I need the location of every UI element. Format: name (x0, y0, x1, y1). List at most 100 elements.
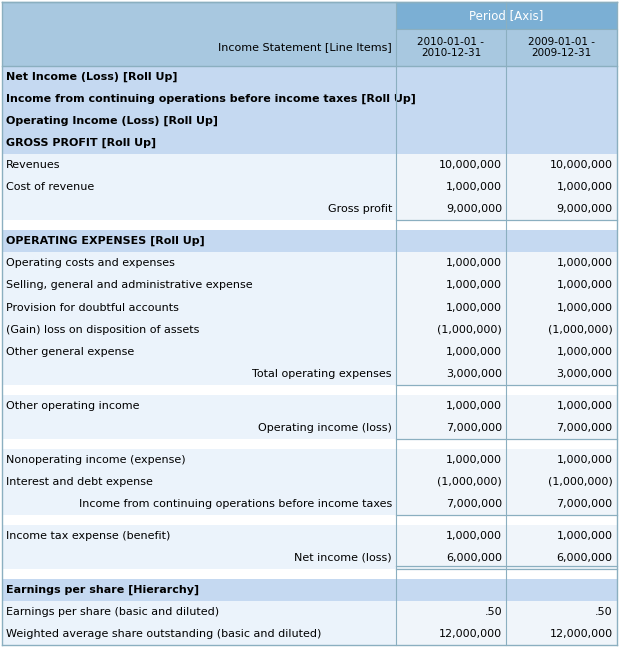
Bar (2, 132, 396, 154)
Bar (506, 439, 617, 448)
Text: 1,000,000: 1,000,000 (556, 258, 613, 269)
Text: 6,000,000: 6,000,000 (446, 553, 502, 563)
Bar (396, 296, 506, 318)
Text: 12,000,000: 12,000,000 (550, 629, 613, 639)
Text: 1,000,000: 1,000,000 (446, 455, 502, 465)
Text: (1,000,000): (1,000,000) (548, 325, 613, 334)
Bar (2, 199, 396, 221)
Text: Operating income (loss): Operating income (loss) (258, 422, 392, 433)
Text: Other general expense: Other general expense (6, 347, 134, 356)
Text: Net income (loss): Net income (loss) (294, 553, 392, 563)
Text: 1,000,000: 1,000,000 (556, 303, 613, 313)
Bar (2, 252, 396, 274)
Text: 10,000,000: 10,000,000 (550, 160, 613, 170)
Text: Interest and debt expense: Interest and debt expense (6, 477, 153, 487)
Text: 2009-01-01 -
2009-12-31: 2009-01-01 - 2009-12-31 (528, 37, 595, 58)
Bar (396, 2, 617, 29)
Bar (506, 88, 617, 110)
Bar (396, 525, 506, 547)
Bar (2, 525, 396, 547)
Bar (2, 176, 396, 199)
Bar (396, 110, 506, 132)
Bar (506, 623, 617, 645)
Bar (506, 132, 617, 154)
Bar (506, 318, 617, 341)
Text: 10,000,000: 10,000,000 (439, 160, 502, 170)
Bar (396, 439, 506, 448)
Bar (396, 569, 506, 578)
Text: 1,000,000: 1,000,000 (446, 280, 502, 291)
Bar (396, 515, 506, 525)
Bar (2, 2, 396, 29)
Text: 1,000,000: 1,000,000 (556, 182, 613, 192)
Text: 1,000,000: 1,000,000 (446, 531, 502, 541)
Bar (506, 578, 617, 601)
Bar (2, 439, 396, 448)
Text: Total operating expenses: Total operating expenses (253, 369, 392, 378)
Text: Earnings per share (basic and diluted): Earnings per share (basic and diluted) (6, 607, 219, 617)
Bar (2, 110, 396, 132)
Bar (2, 395, 396, 417)
Text: Operating costs and expenses: Operating costs and expenses (6, 258, 175, 269)
Bar (396, 341, 506, 363)
Bar (506, 110, 617, 132)
Bar (2, 363, 396, 385)
Bar (396, 578, 506, 601)
Bar (2, 88, 396, 110)
Bar (506, 221, 617, 230)
Bar (396, 385, 506, 395)
Bar (506, 230, 617, 252)
Text: 6,000,000: 6,000,000 (556, 553, 613, 563)
Bar (2, 385, 396, 395)
Bar (506, 341, 617, 363)
Text: (1,000,000): (1,000,000) (437, 325, 502, 334)
Text: Income tax expense (benefit): Income tax expense (benefit) (6, 531, 170, 541)
Text: 1,000,000: 1,000,000 (556, 280, 613, 291)
Text: 1,000,000: 1,000,000 (446, 182, 502, 192)
Bar (506, 493, 617, 515)
Bar (396, 493, 506, 515)
Text: 1,000,000: 1,000,000 (556, 400, 613, 411)
Text: (1,000,000): (1,000,000) (548, 477, 613, 487)
Bar (506, 199, 617, 221)
Bar (506, 363, 617, 385)
Text: Nonoperating income (expense): Nonoperating income (expense) (6, 455, 185, 465)
Bar (396, 176, 506, 199)
Bar (506, 395, 617, 417)
Text: Income from continuing operations before income taxes [Roll Up]: Income from continuing operations before… (6, 94, 415, 104)
Text: 1,000,000: 1,000,000 (446, 303, 502, 313)
Bar (396, 221, 506, 230)
Text: 2010-01-01 -
2010-12-31: 2010-01-01 - 2010-12-31 (417, 37, 485, 58)
Text: .50: .50 (595, 607, 613, 617)
Bar (396, 363, 506, 385)
Bar (2, 296, 396, 318)
Bar (396, 274, 506, 296)
Bar (2, 66, 396, 88)
Bar (2, 318, 396, 341)
Bar (2, 569, 396, 578)
Bar (396, 154, 506, 176)
Text: Net Income (Loss) [Roll Up]: Net Income (Loss) [Roll Up] (6, 72, 177, 82)
Bar (2, 341, 396, 363)
Text: Other operating income: Other operating income (6, 400, 139, 411)
Bar (506, 296, 617, 318)
Bar (396, 448, 506, 471)
Bar (2, 221, 396, 230)
Bar (506, 525, 617, 547)
Text: 7,000,000: 7,000,000 (446, 499, 502, 509)
Text: OPERATING EXPENSES [Roll Up]: OPERATING EXPENSES [Roll Up] (6, 236, 204, 247)
Bar (506, 29, 617, 66)
Bar (2, 417, 396, 439)
Text: 9,000,000: 9,000,000 (556, 204, 613, 214)
Bar (2, 493, 396, 515)
Bar (396, 318, 506, 341)
Bar (2, 578, 396, 601)
Text: Selling, general and administrative expense: Selling, general and administrative expe… (6, 280, 253, 291)
Bar (2, 154, 396, 176)
Text: GROSS PROFIT [Roll Up]: GROSS PROFIT [Roll Up] (6, 138, 156, 148)
Bar (506, 176, 617, 199)
Bar (2, 601, 396, 623)
Text: .50: .50 (484, 607, 502, 617)
Bar (506, 66, 617, 88)
Bar (396, 230, 506, 252)
